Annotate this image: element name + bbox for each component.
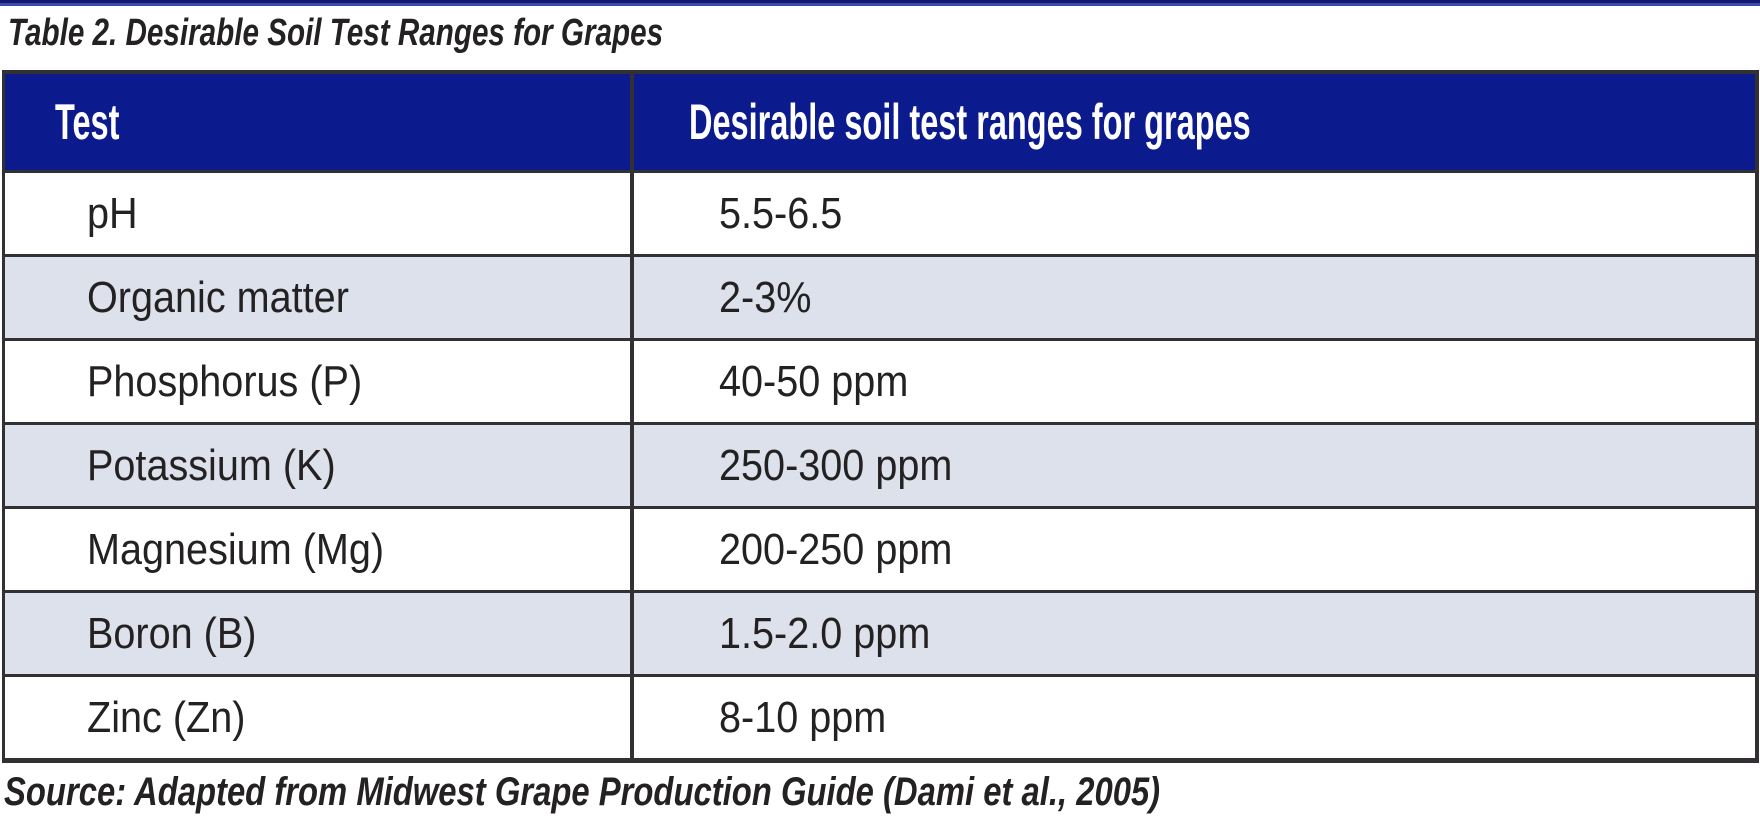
test-cell: pH xyxy=(5,173,630,254)
range-value: 200-250 ppm xyxy=(719,524,953,574)
range-value: 8-10 ppm xyxy=(719,692,887,742)
test-label: Magnesium (Mg) xyxy=(87,524,385,574)
table-row-magnesium: Magnesium (Mg) 200-250 ppm xyxy=(5,506,1755,590)
range-cell: 1.5-2.0 ppm xyxy=(630,593,1755,674)
range-value: 5.5-6.5 xyxy=(719,188,843,238)
header-cell-ranges: Desirable soil test ranges for grapes xyxy=(630,74,1755,170)
range-cell: 200-250 ppm xyxy=(630,509,1755,590)
table-row-phosphorus: Phosphorus (P) 40-50 ppm xyxy=(5,338,1755,422)
source-note-text: Source: Adapted from Midwest Grape Produ… xyxy=(4,770,1161,814)
range-value: 250-300 ppm xyxy=(719,440,953,490)
table-row-ph: pH 5.5-6.5 xyxy=(5,170,1755,254)
soil-test-table: Test Desirable soil test ranges for grap… xyxy=(2,70,1759,763)
table-header-row: Test Desirable soil test ranges for grap… xyxy=(5,74,1755,170)
table-row-potassium: Potassium (K) 250-300 ppm xyxy=(5,422,1755,506)
test-cell: Boron (B) xyxy=(5,593,630,674)
table-row-organic-matter: Organic matter 2-3% xyxy=(5,254,1755,338)
table-row-zinc: Zinc (Zn) 8-10 ppm xyxy=(5,674,1755,758)
table-caption-text: Table 2. Desirable Soil Test Ranges for … xyxy=(8,12,664,54)
table-caption: Table 2. Desirable Soil Test Ranges for … xyxy=(8,10,848,56)
range-value: 40-50 ppm xyxy=(719,356,909,406)
header-label-ranges: Desirable soil test ranges for grapes xyxy=(689,94,1251,150)
test-label: Zinc (Zn) xyxy=(87,692,246,742)
test-cell: Phosphorus (P) xyxy=(5,341,630,422)
test-label: Boron (B) xyxy=(87,608,257,658)
range-cell: 5.5-6.5 xyxy=(630,173,1755,254)
top-divider-rule xyxy=(0,0,1760,6)
range-cell: 2-3% xyxy=(630,257,1755,338)
range-value: 2-3% xyxy=(719,272,812,322)
test-label: Potassium (K) xyxy=(87,440,336,490)
table-row-boron: Boron (B) 1.5-2.0 ppm xyxy=(5,590,1755,674)
test-cell: Magnesium (Mg) xyxy=(5,509,630,590)
test-cell: Potassium (K) xyxy=(5,425,630,506)
source-note: Source: Adapted from Midwest Grape Produ… xyxy=(4,768,1414,816)
test-label: Phosphorus (P) xyxy=(87,356,363,406)
header-label-test: Test xyxy=(55,94,120,150)
range-cell: 250-300 ppm xyxy=(630,425,1755,506)
range-cell: 40-50 ppm xyxy=(630,341,1755,422)
range-cell: 8-10 ppm xyxy=(630,677,1755,758)
header-cell-test: Test xyxy=(5,74,630,170)
test-cell: Zinc (Zn) xyxy=(5,677,630,758)
test-cell: Organic matter xyxy=(5,257,630,338)
range-value: 1.5-2.0 ppm xyxy=(719,608,931,658)
test-label: pH xyxy=(87,188,138,238)
test-label: Organic matter xyxy=(87,272,349,322)
